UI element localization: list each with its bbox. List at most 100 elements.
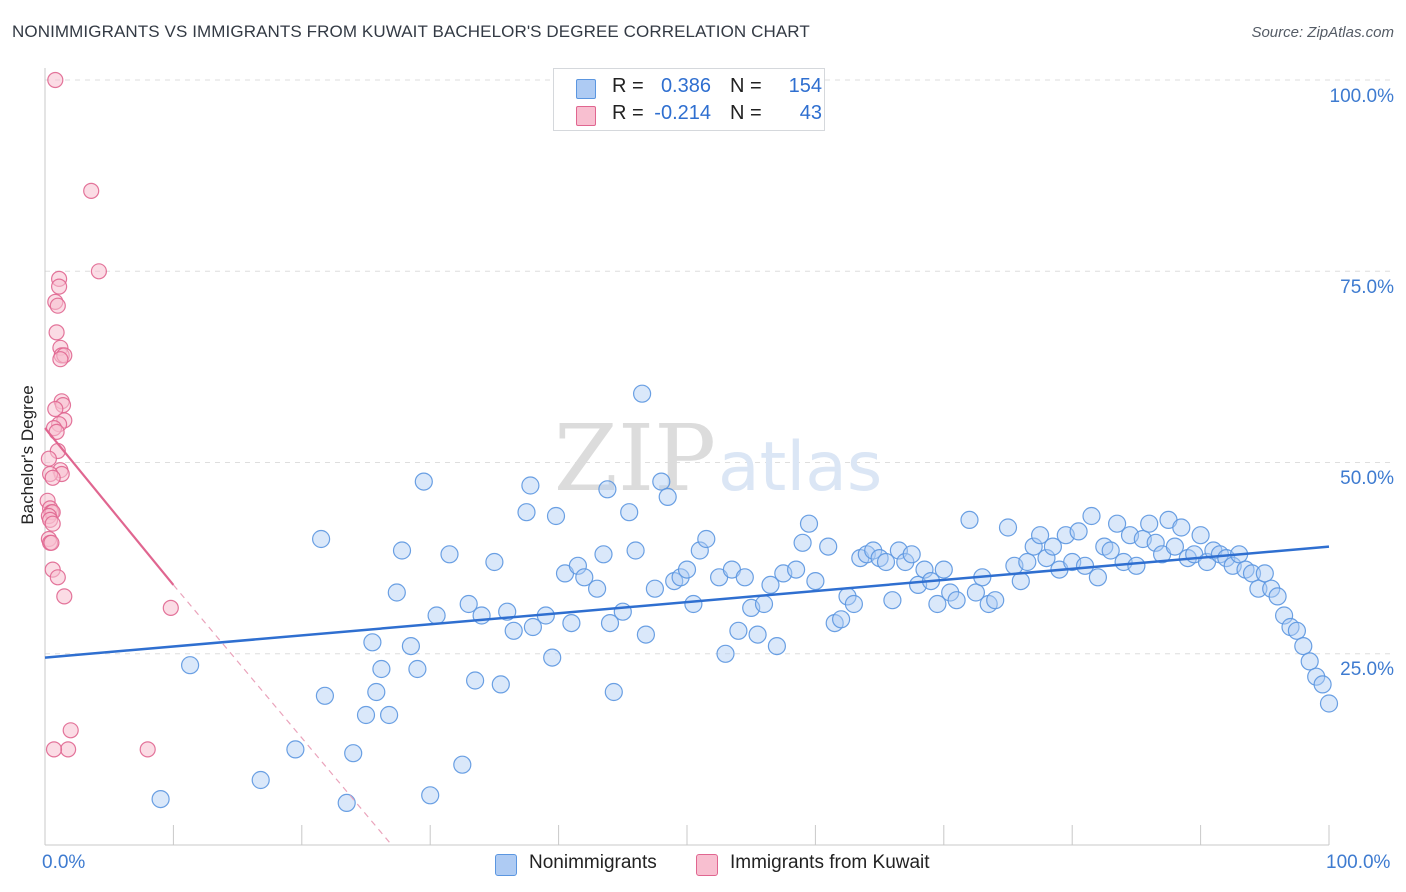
- nonimmigrants-point: [587, 579, 607, 598]
- nonimmigrants-point: [806, 571, 825, 591]
- nonimmigrants-point: [401, 636, 420, 656]
- nonimmigrants-point: [1255, 564, 1274, 583]
- immigrants-kuwait-trend-extension: [172, 584, 393, 846]
- nonimmigrants-point: [568, 556, 588, 575]
- nonimmigrants-point: [600, 613, 620, 633]
- immigrants-kuwait-point: [49, 569, 66, 586]
- legend-swatch-immigrants-kuwait: [696, 854, 718, 876]
- nonimmigrants-point: [1319, 694, 1339, 713]
- immigrants-kuwait-point: [43, 534, 60, 551]
- nonimmigrants-point: [1018, 552, 1037, 572]
- stats-r-label: R =: [612, 75, 644, 97]
- stats-n-label: N =: [730, 102, 762, 124]
- nonimmigrants-point: [1024, 537, 1043, 556]
- nonimmigrants-point: [620, 503, 639, 522]
- nonimmigrants-point: [151, 789, 170, 809]
- immigrants-kuwait-point: [62, 722, 79, 739]
- nonimmigrants-point: [915, 560, 934, 579]
- nonimmigrants-point: [748, 625, 767, 644]
- nonimmigrants-point: [1107, 514, 1127, 533]
- x-tick-label-max: 100.0%: [1326, 852, 1391, 873]
- nonimmigrants-point: [453, 755, 472, 774]
- immigrants-kuwait-swatch: [576, 106, 596, 126]
- nonimmigrants-point: [344, 744, 363, 763]
- y-tick-label-75: 75.0%: [1340, 277, 1394, 298]
- nonimmigrants-swatch: [576, 79, 596, 99]
- nonimmigrants-point: [902, 545, 921, 564]
- nonimmigrants-point: [521, 476, 540, 495]
- nonimmigrants-point: [761, 575, 780, 595]
- nonimmigrants-point: [337, 793, 356, 813]
- nonimmigrants-point: [966, 583, 986, 602]
- nonimmigrants-point: [543, 648, 562, 667]
- stats-n-label: N =: [730, 75, 762, 97]
- nonimmigrants-point: [1287, 621, 1307, 640]
- nonimmigrants-point: [786, 560, 806, 579]
- nonimmigrants-point: [1268, 587, 1287, 606]
- nonimmigrants-point: [440, 545, 459, 564]
- nonimmigrants-point: [658, 487, 677, 506]
- immigrants-kuwait-point: [48, 324, 65, 341]
- nonimmigrants-point: [1140, 514, 1159, 533]
- nonimmigrants-point: [690, 541, 709, 560]
- nonimmigrants-point: [517, 503, 536, 522]
- immigrants-kuwait-point: [139, 741, 156, 758]
- immigrants-kuwait-point: [45, 741, 63, 758]
- nonimmigrants-point: [523, 617, 543, 637]
- nonimmigrants-point: [716, 644, 735, 663]
- stats-r-value: -0.214: [654, 102, 711, 124]
- nonimmigrants-point: [181, 656, 200, 675]
- nonimmigrants-point: [626, 541, 645, 560]
- nonimmigrants-point: [799, 514, 819, 533]
- nonimmigrants-point: [485, 552, 504, 572]
- immigrants-kuwait-point: [52, 351, 69, 368]
- legend-label-nonimmigrants: Nonimmigrants: [529, 852, 657, 873]
- nonimmigrants-point: [1043, 537, 1063, 556]
- nonimmigrants-point: [1249, 579, 1268, 598]
- nonimmigrants-point: [1069, 522, 1088, 541]
- legend-label-immigrants-kuwait: Immigrants from Kuwait: [730, 852, 930, 873]
- nonimmigrants-point: [1146, 533, 1165, 552]
- immigrants-kuwait-point: [56, 588, 73, 605]
- nonimmigrants-point: [1082, 506, 1101, 526]
- stats-n-value: 154: [788, 75, 822, 97]
- nonimmigrants-point: [864, 541, 883, 560]
- immigrants-kuwait-point: [40, 450, 58, 467]
- immigrants-kuwait-trend-line: [44, 427, 175, 586]
- nonimmigrants-point: [645, 579, 665, 598]
- nonimmigrants-point: [613, 602, 632, 621]
- nonimmigrants-point: [380, 705, 399, 725]
- nonimmigrants-point: [1191, 526, 1210, 545]
- immigrants-kuwait-point: [49, 297, 66, 314]
- immigrants-kuwait-point: [59, 741, 77, 758]
- watermark: ZIP atlas: [554, 405, 882, 512]
- nonimmigrants-trend-line: [44, 545, 1330, 659]
- grid-lines: [45, 79, 1392, 655]
- nonimmigrants-point: [286, 740, 305, 759]
- nonimmigrants-point: [1313, 675, 1332, 694]
- stats-n-value: 43: [799, 102, 822, 124]
- nonimmigrants-point: [421, 786, 440, 805]
- nonimmigrants-point: [819, 537, 838, 556]
- nonimmigrants-point: [986, 591, 1005, 610]
- nonimmigrants-point: [387, 583, 406, 602]
- immigrants-kuwait-point: [47, 400, 64, 418]
- nonimmigrants-point: [1294, 636, 1313, 656]
- y-tick-label-25: 25.0%: [1340, 659, 1394, 680]
- nonimmigrants-point: [466, 671, 485, 690]
- nonimmigrants-point: [1127, 556, 1146, 575]
- nonimmigrants-point: [960, 510, 979, 530]
- nonimmigrants-point: [498, 602, 517, 621]
- nonimmigrants-point: [594, 545, 613, 564]
- immigrants-kuwait-point: [83, 182, 100, 199]
- nonimmigrants-point: [562, 613, 581, 633]
- watermark-atlas: atlas: [718, 428, 882, 507]
- nonimmigrants-point: [844, 594, 864, 614]
- nonimmigrants-point: [315, 686, 334, 705]
- nonimmigrants-point: [636, 625, 656, 644]
- stats-r-label: R =: [612, 102, 644, 124]
- nonimmigrants-point: [414, 472, 433, 491]
- nonimmigrants-point: [1030, 526, 1050, 545]
- nonimmigrants-point: [598, 480, 617, 499]
